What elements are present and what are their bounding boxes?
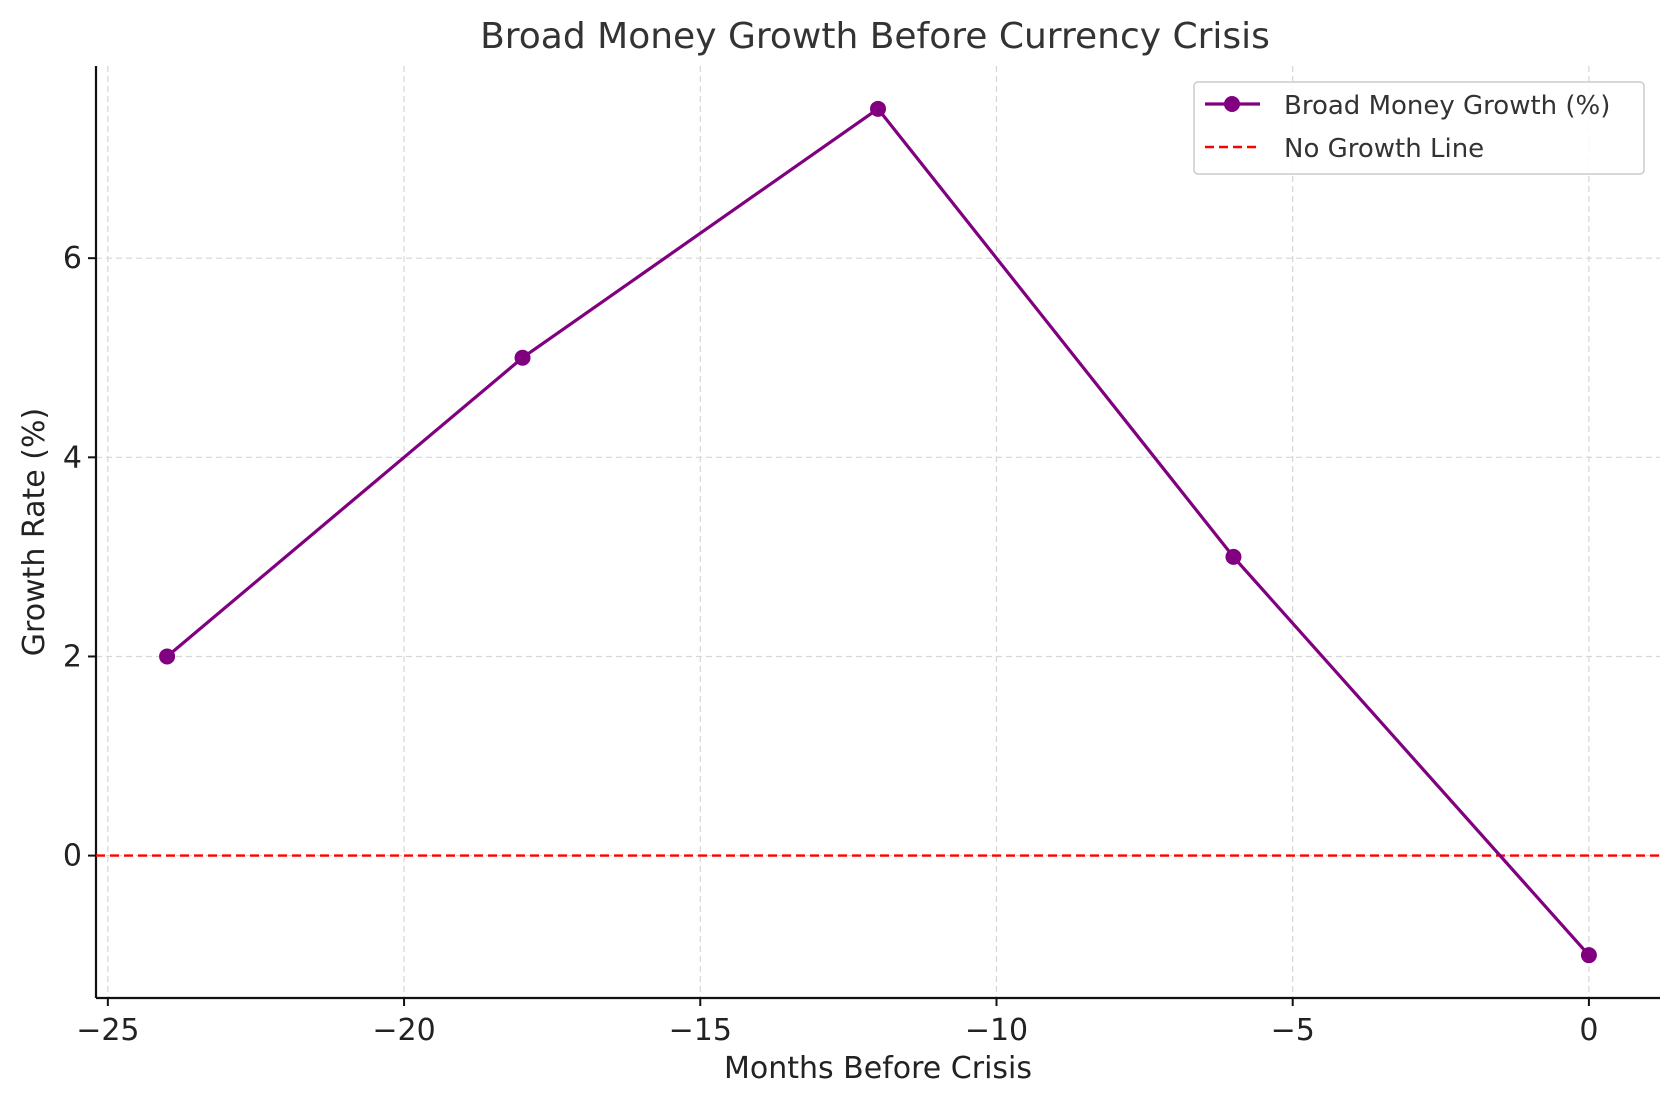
series	[159, 100, 1597, 964]
legend-box	[1193, 81, 1645, 175]
data-point	[514, 349, 531, 366]
x-tick-label: −15	[669, 1013, 732, 1048]
series-line	[166, 107, 1591, 957]
y-axis-label: Growth Rate (%)	[17, 408, 52, 656]
y-tick-label: 2	[63, 639, 82, 674]
x-tick-label: −20	[372, 1013, 435, 1048]
data-point	[1580, 947, 1597, 964]
y-tick-label: 6	[63, 241, 82, 276]
x-tick-label: 0	[1579, 1013, 1598, 1048]
grid	[96, 66, 1660, 998]
x-axis-label: Months Before Crisis	[724, 1051, 1032, 1086]
legend-label-reference: No Growth Line	[1284, 134, 1484, 164]
data-point	[870, 100, 886, 117]
y-axis-ticks: 0 2 4 6	[63, 241, 96, 874]
x-tick-label: −10	[965, 1013, 1028, 1048]
x-axis-ticks: −25 −20 −15 −10 −5 0	[76, 998, 1598, 1048]
data-point	[159, 648, 176, 665]
legend-label-series: Broad Money Growth (%)	[1284, 91, 1610, 121]
legend: Broad Money Growth (%) No Growth Line	[1193, 81, 1645, 175]
data-point	[1225, 548, 1242, 565]
y-tick-label: 4	[63, 440, 82, 475]
y-tick-label: 0	[63, 839, 82, 874]
x-tick-label: −25	[76, 1013, 139, 1048]
legend-series-marker	[1224, 96, 1240, 112]
x-tick-label: −5	[1271, 1013, 1315, 1048]
chart-title: Broad Money Growth Before Currency Crisi…	[480, 16, 1270, 57]
